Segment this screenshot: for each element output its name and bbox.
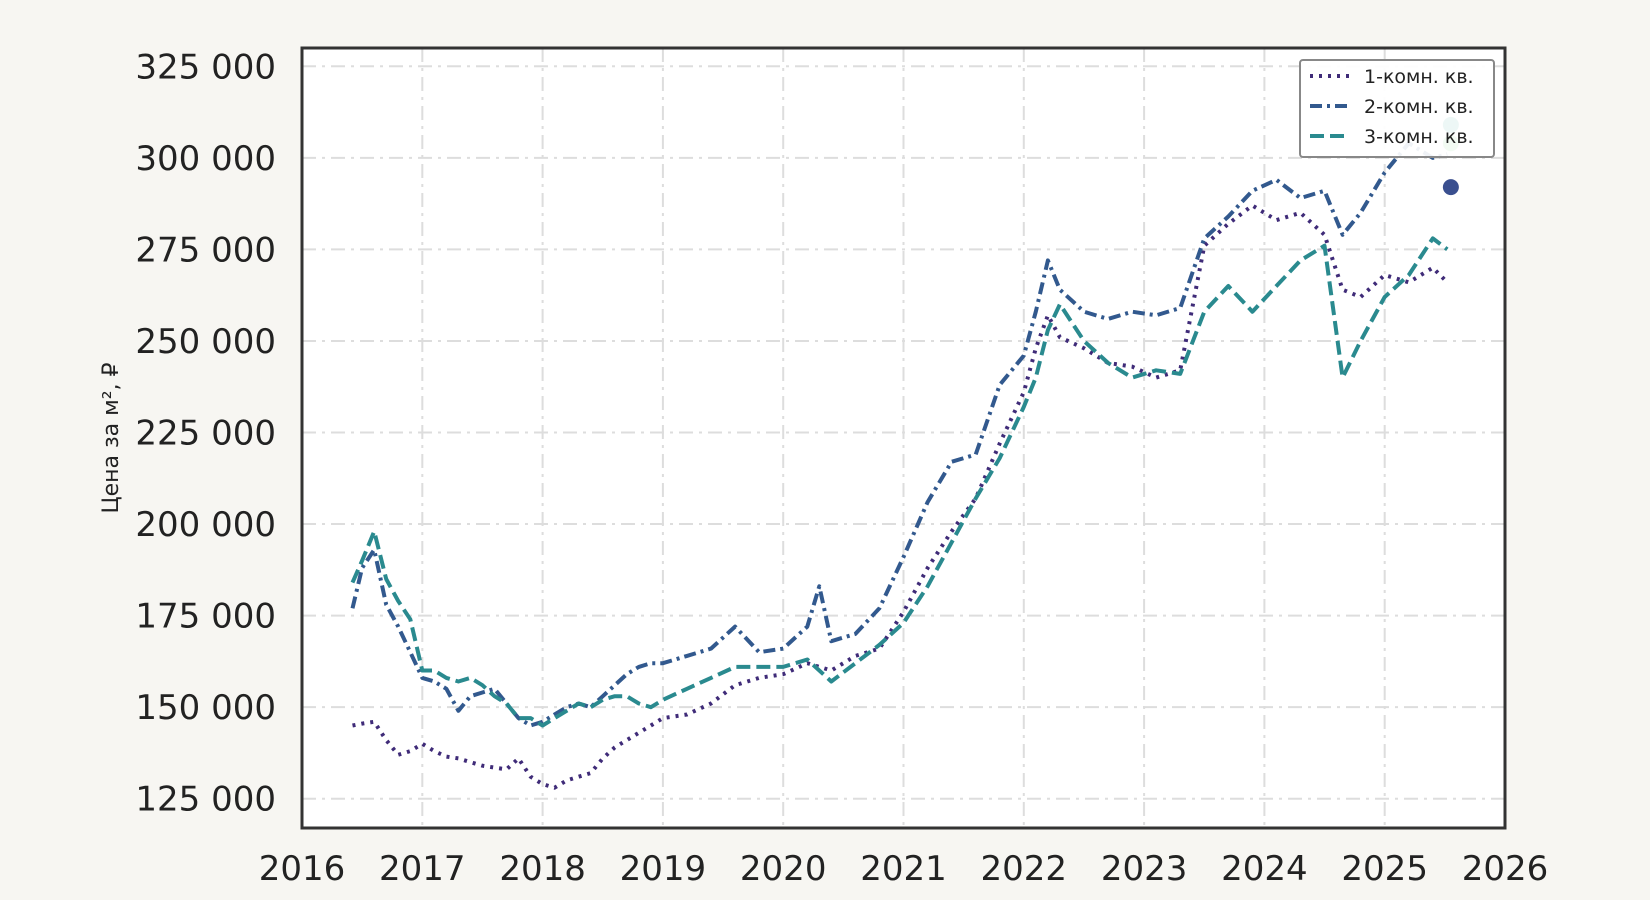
x-tick-label: 2019 — [620, 849, 707, 889]
x-tick-label: 2018 — [499, 849, 586, 889]
legend-box — [1299, 59, 1495, 158]
x-tick-label: 2021 — [860, 849, 947, 889]
y-tick-label: 250 000 — [135, 322, 276, 362]
y-tick-label: 150 000 — [135, 688, 276, 728]
legend-label: 3-комн. кв. — [1364, 126, 1474, 148]
series-line-3 — [350, 236, 1449, 728]
series-line-2 — [350, 141, 1448, 728]
x-tick-label: 2016 — [259, 849, 346, 889]
legend: 1-комн. кв. 2-комн. кв. 3-комн. кв. — [1299, 59, 1495, 158]
x-tick-label: 2026 — [1462, 849, 1549, 889]
plot-frame — [300, 46, 1507, 830]
x-tick-label: 2020 — [740, 849, 827, 889]
x-tick-label: 2017 — [379, 849, 466, 889]
legend-entries: 1-комн. кв. 2-комн. кв. 3-комн. кв. — [1310, 66, 1474, 148]
y-tick-label: 225 000 — [135, 414, 276, 454]
y-tick-label: 125 000 — [135, 780, 276, 820]
series-lines — [350, 141, 1449, 790]
end-marker — [1442, 179, 1459, 196]
y-tick-label: 175 000 — [135, 597, 276, 637]
x-tick-label: 2022 — [981, 849, 1068, 889]
y-axis-label: Цена за м², ₽ — [99, 362, 124, 513]
x-axis-ticks: 2016 2017 2018 2019 2020 2021 2022 2023 2024 2025… — [259, 849, 1549, 889]
legend-label: 2-комн. кв. — [1364, 96, 1474, 118]
grid — [302, 48, 1505, 828]
y-axis-ticks: 125 000 150 000 175 000 200 000 225 000 250 0… — [135, 47, 276, 819]
x-tick-label: 2024 — [1221, 849, 1308, 889]
y-tick-label: 300 000 — [135, 139, 276, 179]
legend-label: 1-комн. кв. — [1364, 66, 1474, 88]
y-tick-label: 275 000 — [135, 230, 276, 270]
y-tick-label: 325 000 — [135, 47, 276, 87]
x-tick-label: 2023 — [1101, 849, 1188, 889]
y-tick-label: 200 000 — [135, 505, 276, 545]
x-tick-label: 2025 — [1341, 849, 1428, 889]
